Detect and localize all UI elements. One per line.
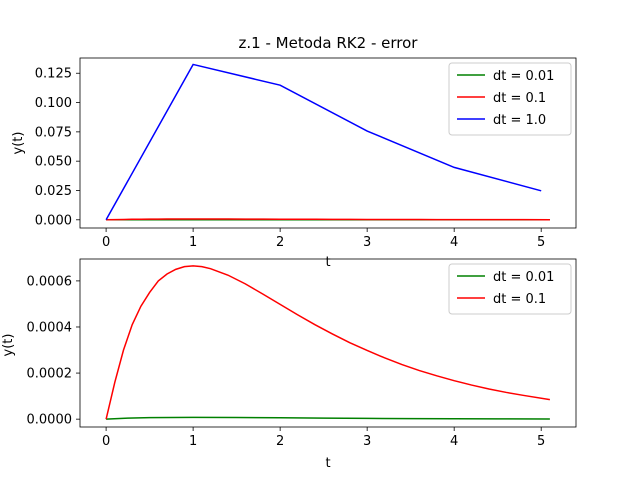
y-tick-label-0-1: 0.025 (35, 184, 72, 199)
bottom-y-axis-label: y(t) (1, 334, 16, 357)
top-subplot: z.1 - Metoda RK2 - error t y(t) 0 1 2 3 4 5 0.… (11, 34, 577, 270)
y-tick-label-0-0: 0.000 (35, 213, 72, 228)
x-tick-label-1-5: 5 (537, 434, 545, 449)
chart-title: z.1 - Metoda RK2 - error (239, 34, 419, 52)
y-tick-label-0-5: 0.125 (35, 67, 72, 82)
x-tick-label-1-4: 4 (450, 434, 458, 449)
y-tick-label-1-1: 0.0002 (27, 367, 73, 382)
legend-label-1-0: dt = 0.01 (493, 270, 554, 285)
legend-label-0-2: dt = 1.0 (493, 113, 546, 128)
legend-0: dt = 0.01 dt = 0.1 dt = 1.0 (448, 62, 572, 136)
x-tick-label-1-3: 3 (363, 434, 371, 449)
x-tick-label-0-5: 5 (537, 235, 545, 250)
top-x-axis-label: t (325, 255, 330, 270)
legend-box-0 (448, 62, 572, 136)
x-tick-label-0-1: 1 (189, 235, 197, 250)
y-tick-label-0-3: 0.075 (35, 125, 72, 140)
y-tick-label-1-0: 0.0000 (27, 413, 73, 428)
series-line-1-1 (105, 265, 551, 420)
x-tick-label-0-2: 2 (276, 235, 284, 250)
x-tick-label-1-0: 0 (102, 434, 110, 449)
x-tick-label-0-4: 4 (450, 235, 458, 250)
axes-frame-1 (79, 258, 577, 428)
series-line-0-1 (106, 218, 550, 221)
axes-frame-0 (79, 57, 577, 229)
x-tick-label-1-1: 1 (189, 434, 197, 449)
y-tick-label-0-4: 0.100 (35, 96, 72, 111)
x-tick-label-1-2: 2 (276, 434, 284, 449)
legend-label-0-0: dt = 0.01 (493, 69, 554, 84)
legend-1: dt = 0.01 dt = 0.1 (448, 263, 572, 315)
legend-label-0-1: dt = 0.1 (493, 91, 546, 106)
series-line-0-2 (105, 63, 542, 221)
y-tick-label-1-2: 0.0004 (27, 320, 73, 335)
x-tick-label-0-3: 3 (363, 235, 371, 250)
legend-label-1-1: dt = 0.1 (493, 292, 546, 307)
top-y-axis-label: y(t) (11, 132, 26, 155)
bottom-subplot: t y(t) 0 1 2 3 4 5 0.0000 0.0002 0.0004 0.0006 dt … (1, 258, 577, 471)
series-line-1-0 (106, 416, 550, 420)
x-tick-label-0-0: 0 (102, 235, 110, 250)
bottom-x-axis-label: t (325, 456, 330, 471)
y-tick-label-0-2: 0.050 (35, 155, 72, 170)
y-tick-label-1-3: 0.0006 (27, 274, 73, 289)
